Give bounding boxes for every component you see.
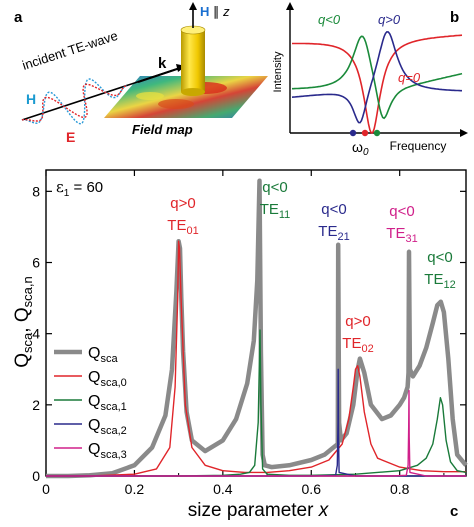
panel-b-ylabel: Intensity: [272, 51, 284, 92]
panel-b-curve-q-pos: [291, 30, 462, 124]
k-arrow-line: [137, 67, 181, 83]
panel-b-label-q-zero: q=0: [398, 70, 421, 85]
field-map-yellow-lobe: [136, 92, 164, 100]
e-field-label: E: [66, 129, 75, 145]
panel-b-curve-q-zero: [292, 34, 463, 134]
annotation-mode: TE12: [424, 271, 455, 291]
annotation-mode: TE21: [318, 223, 349, 243]
legend: Qsca Qsca,0 Qsca,1 Qsca,2 Qsca,3: [54, 345, 127, 461]
k-label: k: [158, 55, 167, 72]
x-tick-label: 0.4: [213, 481, 233, 497]
legend-entry: Qsca,2: [88, 417, 127, 437]
annotation-mode: TE31: [386, 225, 417, 245]
field-map-label: Field map: [132, 122, 193, 137]
h-axis-arrow: [189, 2, 197, 10]
e-wave: [21, 83, 127, 122]
annotation-q: q<0: [427, 249, 452, 266]
panel-b-dot-q-zero: [361, 129, 369, 137]
legend-entry: Qsca,3: [88, 441, 127, 461]
y-tick-label: 6: [32, 255, 40, 271]
chart-series: [46, 178, 468, 479]
h-field-label: H: [26, 91, 36, 107]
annotation-mode: TE11: [260, 201, 291, 221]
x-tick-label: 0: [42, 481, 50, 497]
chart-xlabel: size parameter x: [188, 500, 330, 521]
annotation-q: q>0: [170, 195, 195, 212]
field-map-plane: [104, 76, 268, 118]
y-tick-label: 4: [32, 326, 40, 342]
legend-entry: Qsca,1: [88, 393, 127, 413]
panel-b-x-arrow: [460, 129, 468, 137]
panel-b-label-q-pos: q>0: [378, 12, 401, 27]
field-map-red-lobe-2: [158, 99, 194, 109]
annotation-q: q<0: [262, 179, 287, 196]
eps-label: ε1 = 60: [56, 178, 103, 199]
annotation-q: q>0: [345, 313, 370, 330]
panel-label-c: c: [450, 503, 458, 520]
panel-b-xlabel: Frequency: [390, 139, 447, 153]
annotation-mode: TE01: [167, 217, 198, 237]
panel-b-label-q-neg: q<0: [318, 12, 341, 27]
annotation-q: q<0: [389, 203, 414, 220]
x-tick-label: 0.2: [125, 481, 145, 497]
x-tick-label: 0.8: [390, 481, 410, 497]
annotation-mode: TE02: [342, 335, 373, 355]
h-wave: [21, 78, 127, 125]
series-line-sca-0: [46, 240, 466, 477]
panel-b-dot-q-neg: [373, 129, 381, 137]
panel-label-b: b: [450, 9, 459, 26]
y-tick-label: 8: [32, 183, 40, 199]
series-line-sca-3: [46, 389, 466, 477]
incident-label: incident TE-wave: [20, 28, 119, 73]
legend-entry: Qsca,0: [88, 369, 127, 389]
panel-b-curve-q-neg: [292, 35, 463, 120]
annotation-q: q<0: [321, 201, 346, 218]
panel-a: a Field map k H ∥ z incident TE-wave H E: [14, 2, 268, 145]
h-axis-label: H ∥ z: [200, 4, 230, 19]
incident-wave: [21, 78, 127, 125]
panel-b: b Intensity Frequency ω0 q<0 q>0 q=0: [272, 2, 468, 158]
y-tick-label: 0: [32, 468, 40, 484]
omega-label: ω0: [352, 139, 369, 158]
panel-label-a: a: [14, 9, 23, 26]
chart-ylabel: Qsca, Qsca,n: [12, 276, 35, 367]
chart-annotations: q>0 TE01 q<0 TE11 q<0 TE21 q>0 TE02 q<0 TE31 q<0 TE…: [167, 179, 455, 355]
cylinder: [180, 25, 206, 96]
panel-b-y-arrow: [286, 2, 294, 10]
panel-b-dot-q-pos: [349, 129, 357, 137]
legend-entry: Qsca: [88, 345, 118, 365]
x-tick-label: 0.6: [302, 481, 322, 497]
y-tick-label: 2: [32, 397, 40, 413]
panel-c: 0 0.2 0.4 0.6 0.8 0 2 4 6 8 q>0 TE01 q<0 TE11 q<0 TE21…: [12, 169, 468, 521]
